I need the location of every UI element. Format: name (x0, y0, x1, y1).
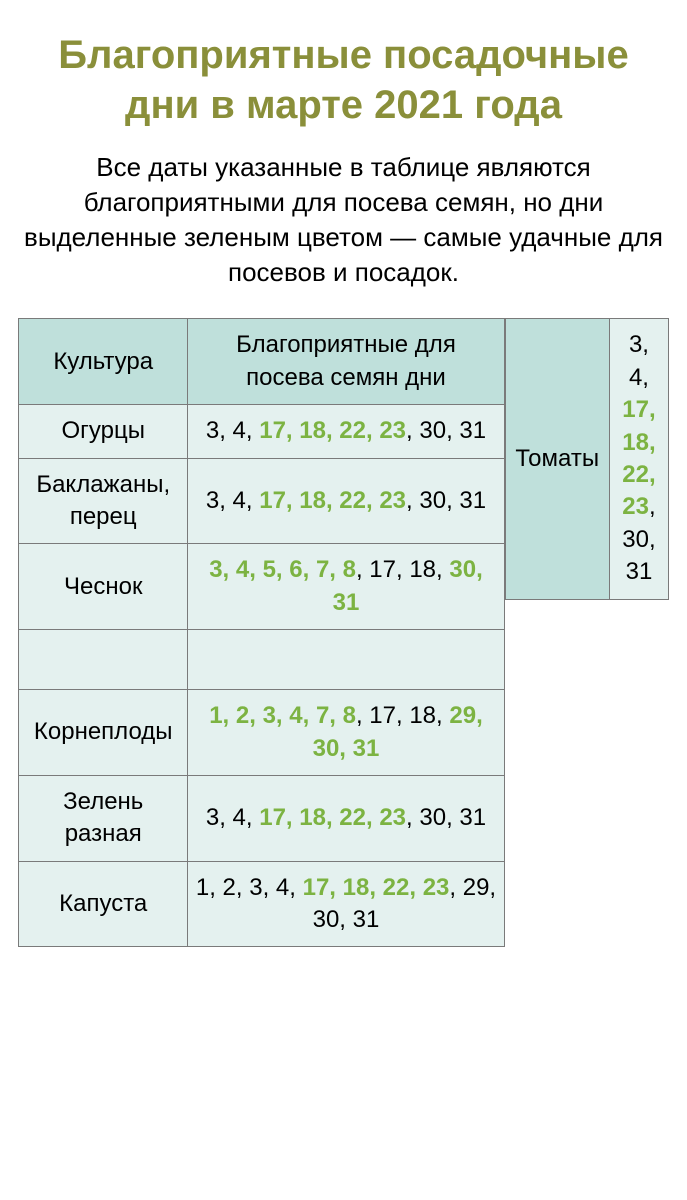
highlighted-days: 17, 18, 22, 23 (259, 804, 406, 831)
days-cell: 1, 2, 3, 4, 7, 8, 17, 18, 29, 30, 31 (188, 690, 504, 776)
days: , 30, 31 (406, 804, 486, 831)
page-title: Благоприятные посадочные дни в марте 202… (18, 30, 669, 130)
table-row: Капуста1, 2, 3, 4, 17, 18, 22, 23, 29, 3… (19, 861, 505, 947)
table-row: Зелень разная3, 4, 17, 18, 22, 23, 30, 3… (19, 775, 505, 861)
crop-cell: Баклажаны, перец (19, 458, 188, 544)
table-header: Культура (19, 319, 188, 405)
highlighted-days: 1, 2, 3, 4, 7, 8 (209, 702, 356, 729)
days: 1, 2, 3, 4, (196, 874, 303, 901)
crop-cell: Капуста (19, 861, 188, 947)
days: 3, 4, (206, 417, 259, 444)
table-row (19, 630, 505, 690)
crop-cell: Огурцы (19, 405, 188, 458)
days-cell: 3, 4, 17, 18, 22, 23, 30, 31 (188, 458, 504, 544)
highlighted-days: 17, 18, 22, 23 (259, 487, 406, 514)
table-row: Корнеплоды1, 2, 3, 4, 7, 8, 17, 18, 29, … (19, 690, 505, 776)
crop-cell: Зелень разная (19, 775, 188, 861)
left-table: КультураБлагоприятные для посева семян д… (18, 318, 505, 947)
table-row: Баклажаны, перец3, 4, 17, 18, 22, 23, 30… (19, 458, 505, 544)
days: 3, 4, (206, 487, 259, 514)
days: , 17, 18, (356, 702, 449, 729)
crop-cell: Чеснок (19, 544, 188, 630)
table-row: Чеснок3, 4, 5, 6, 7, 8, 17, 18, 30, 31 (19, 544, 505, 630)
days: , 17, 18, (356, 556, 449, 583)
days-cell: 3, 4, 17, 18, 22, 23, 30, 31 (188, 775, 504, 861)
crop-cell: Корнеплоды (19, 690, 188, 776)
highlighted-days: 3, 4, 5, 6, 7, 8 (209, 556, 356, 583)
right-table: Томаты3, 4, 17, 18, 22, 23, 30, 31 (505, 318, 669, 599)
days: , 30, 31 (406, 417, 486, 444)
crop-cell: Томаты (505, 319, 609, 599)
days-cell: 3, 4, 17, 18, 22, 23, 30, 31 (609, 319, 668, 599)
crop-cell (19, 630, 188, 690)
days-cell: 3, 4, 17, 18, 22, 23, 30, 31 (188, 405, 504, 458)
highlighted-days: 17, 18, 22, 23 (303, 874, 450, 901)
table-header: Благоприятные для посева семян дни (188, 319, 504, 405)
table-row: Огурцы3, 4, 17, 18, 22, 23, 30, 31 (19, 405, 505, 458)
days-cell (188, 630, 504, 690)
days: , 30, 31 (406, 487, 486, 514)
highlighted-days: 17, 18, 22, 23 (259, 417, 406, 444)
days-cell: 1, 2, 3, 4, 17, 18, 22, 23, 29, 30, 31 (188, 861, 504, 947)
days: 3, 4, (206, 804, 259, 831)
days-cell: 3, 4, 5, 6, 7, 8, 17, 18, 30, 31 (188, 544, 504, 630)
tables-container: КультураБлагоприятные для посева семян д… (18, 318, 669, 947)
table-row: Томаты3, 4, 17, 18, 22, 23, 30, 31 (505, 319, 668, 599)
page-subtitle: Все даты указанные в таблице являются бл… (18, 150, 669, 290)
days: 3, 4, (629, 331, 649, 390)
